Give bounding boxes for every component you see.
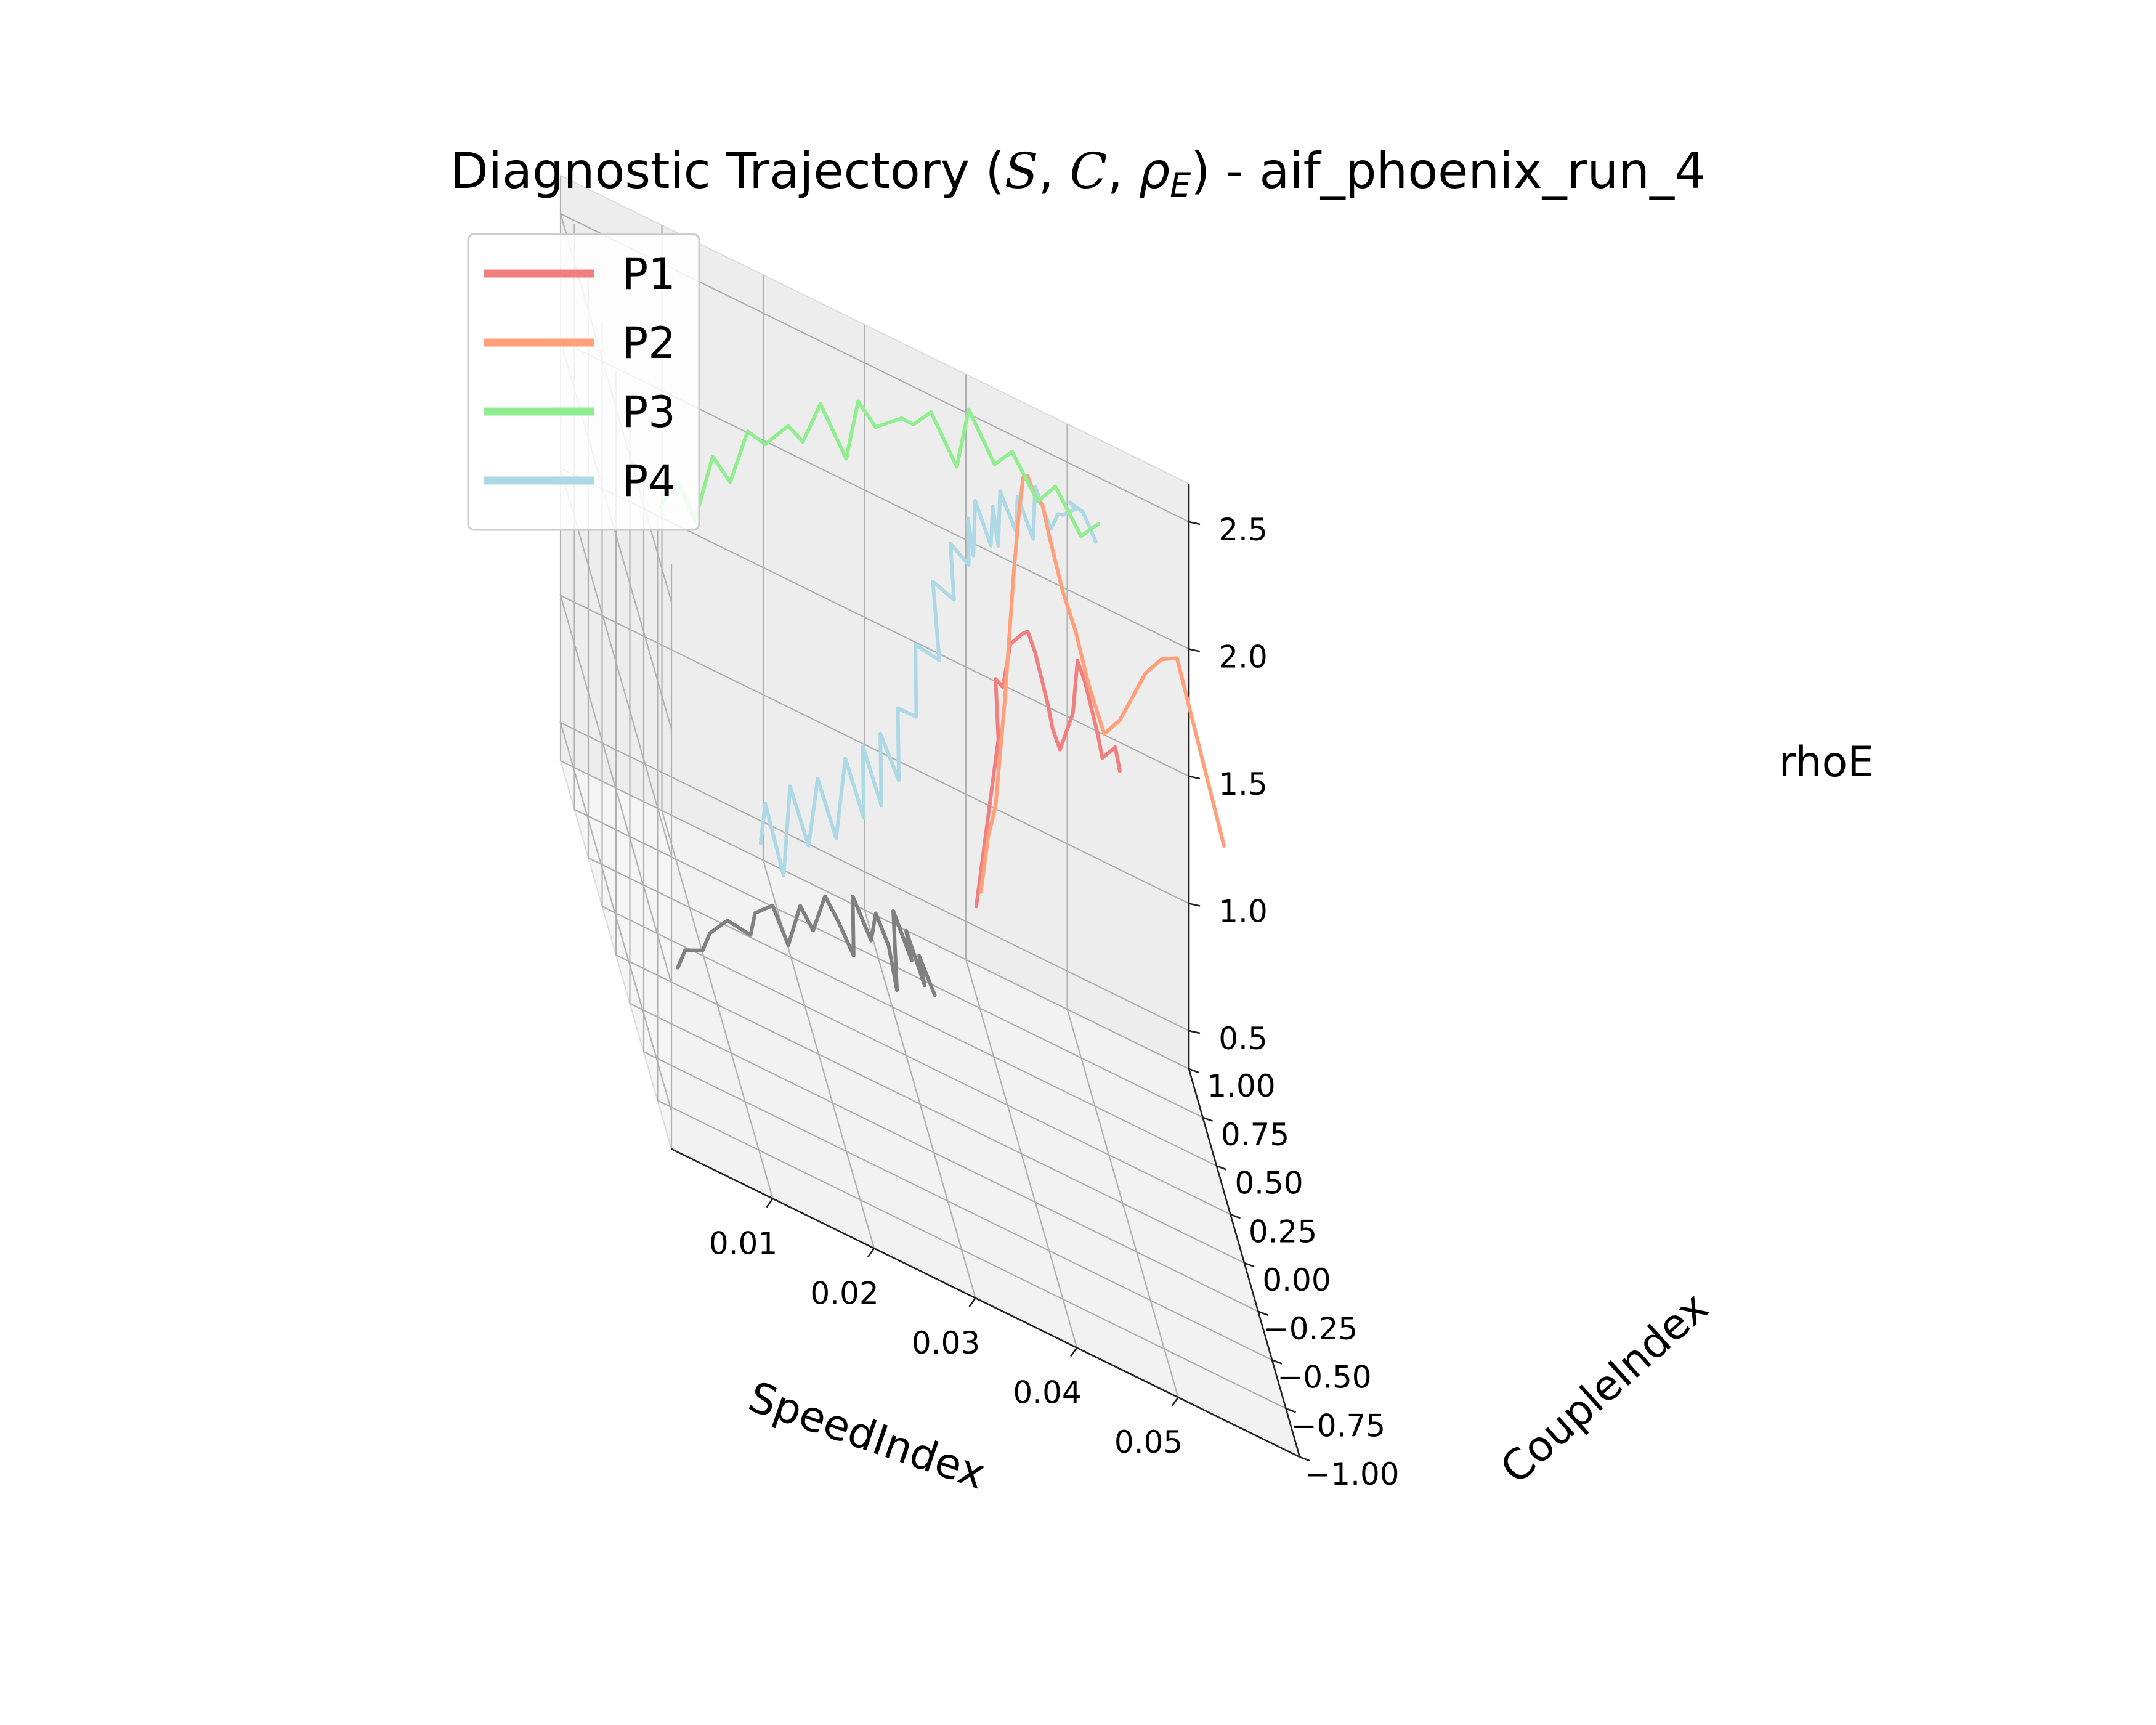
z-tick-label: 2.5	[1218, 512, 1268, 548]
z-tick-mark	[1188, 903, 1201, 907]
title-comma-1: ,	[1039, 142, 1070, 200]
x-tick-mark	[867, 1248, 875, 1258]
legend-label-P1: P1	[622, 249, 676, 299]
y-gridline	[657, 515, 1286, 1410]
legend-frame	[467, 233, 700, 531]
y-tick-label: 0.25	[1249, 1214, 1317, 1249]
title-c: C	[1069, 142, 1107, 200]
title-post: ) - aif_phoenix_run_4	[1191, 142, 1705, 200]
z-tick-mark	[1188, 775, 1201, 780]
z-axis-label: rhoE	[1779, 738, 1874, 787]
y-tick-label: −0.25	[1263, 1311, 1358, 1347]
y-tick-mark	[1244, 1262, 1255, 1268]
title-pre: Diagnostic Trajectory (	[450, 142, 1005, 200]
trajectory-pre	[676, 894, 937, 997]
x-tick-label: 0.03	[912, 1325, 980, 1361]
y-gridline	[642, 466, 1273, 1361]
x-axis-label: SpeedIndex	[742, 1373, 991, 1499]
title-s: S	[1005, 142, 1039, 200]
y-tick-label: −0.75	[1291, 1408, 1385, 1443]
x-tick-label: 0.02	[810, 1275, 878, 1311]
x-tick-mark	[968, 1297, 976, 1307]
y-tick-mark	[1286, 1408, 1296, 1413]
y-tick-label: −0.50	[1277, 1360, 1371, 1395]
trajectory-lines	[658, 399, 1226, 997]
legend: P1 P2 P3 P4	[467, 233, 700, 531]
z-tick-label: 1.0	[1218, 894, 1268, 930]
y-tick-mark	[1202, 1116, 1213, 1122]
title-comma-2: ,	[1108, 142, 1139, 200]
y-axis-label: CoupleIndex	[1491, 1283, 1717, 1493]
x-tick-label: 0.05	[1114, 1424, 1183, 1460]
y-gridline	[615, 370, 1245, 1264]
x-axis-line	[671, 1148, 1300, 1458]
y-gridline	[629, 418, 1258, 1312]
chart-title: Diagnostic Trajectory (S, C, ρE) - aif_p…	[450, 142, 1706, 205]
z-gridline	[559, 721, 1189, 1111]
z-tick-mark	[1188, 648, 1201, 652]
y-tick-label: 0.75	[1221, 1117, 1289, 1153]
z-tick-label: 0.5	[1218, 1021, 1268, 1057]
z-tick-label: 2.0	[1218, 639, 1268, 675]
y-tick-mark	[1299, 1456, 1310, 1462]
y-tick-label: −1.00	[1305, 1456, 1399, 1492]
x-tick-label: 0.04	[1013, 1375, 1081, 1411]
z-tick-label: 1.5	[1218, 766, 1268, 802]
y-tick-label: 0.00	[1262, 1262, 1331, 1298]
x-tick-mark	[1070, 1347, 1078, 1357]
y-tick-mark	[1258, 1310, 1268, 1316]
trajectory-P3	[658, 399, 1101, 538]
x-tick-mark	[766, 1198, 774, 1208]
legend-label-P2: P2	[622, 318, 676, 368]
axes-ticks: 0.01 0.02 0.03 0.04 0.05 −1.00 −0.75 −0.50 −0.25…	[709, 512, 1400, 1492]
y-tick-label: 1.00	[1207, 1068, 1275, 1104]
x-tick-label: 0.01	[709, 1226, 777, 1262]
legend-label-P4: P4	[622, 456, 676, 506]
y-tick-mark	[1271, 1359, 1283, 1365]
y-tick-label: 0.50	[1234, 1166, 1303, 1201]
trajectory-P1	[974, 630, 1122, 909]
y-tick-mark	[1216, 1165, 1227, 1171]
y-tick-mark	[1188, 1068, 1199, 1074]
trajectory-P2	[979, 474, 1226, 894]
y-tick-mark	[1230, 1214, 1241, 1219]
z-tick-mark	[1188, 1029, 1201, 1034]
title-rho: ρ	[1138, 142, 1170, 200]
legend-label-P3: P3	[622, 387, 676, 437]
z-gridline	[559, 594, 1189, 984]
z-tick-mark	[1188, 521, 1201, 526]
title-rho-sub: E	[1170, 166, 1191, 205]
x-tick-mark	[1171, 1397, 1179, 1406]
